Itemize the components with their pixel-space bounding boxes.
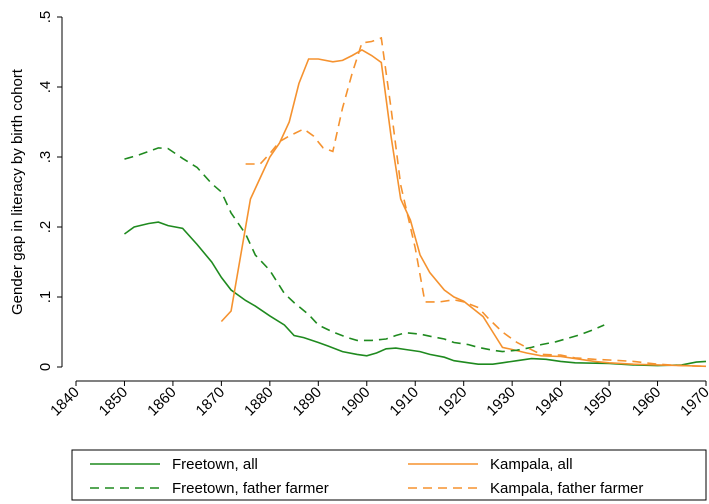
x-tick-label: 1850 — [96, 384, 132, 420]
series-line — [220, 48, 707, 368]
series-line — [245, 36, 707, 368]
y-tick-label: .3 — [37, 151, 54, 164]
x-tick-label: 1930 — [483, 384, 519, 420]
series-line — [123, 221, 707, 367]
x-tick-label: 1960 — [629, 384, 665, 420]
legend-label: Freetown, father farmer — [172, 480, 329, 497]
series-line — [124, 147, 605, 353]
legend-label: Freetown, all — [172, 456, 258, 473]
x-tick-label: 1860 — [144, 384, 180, 420]
x-tick-label: 1920 — [435, 384, 471, 420]
y-tick-label: 0 — [37, 363, 54, 371]
x-tick-label: 1890 — [290, 384, 326, 420]
x-tick-label: 1940 — [532, 384, 568, 420]
x-tick-label: 1870 — [193, 384, 229, 420]
x-tick-label: 1950 — [580, 384, 616, 420]
legend-box — [71, 449, 707, 501]
y-axis-title: Gender gap in literacy by birth cohort — [9, 68, 26, 315]
x-tick-label: 1880 — [241, 384, 277, 420]
x-tick-label: 1910 — [386, 384, 422, 420]
legend-label: Kampala, father farmer — [490, 480, 643, 497]
y-tick-label: .5 — [37, 11, 54, 24]
legend-label: Kampala, all — [490, 456, 573, 473]
y-tick-label: .4 — [37, 81, 54, 94]
x-tick-label: 1840 — [47, 384, 83, 420]
y-tick-label: .1 — [37, 291, 54, 304]
y-tick-label: .2 — [37, 221, 54, 234]
x-tick-label: 1900 — [338, 384, 374, 420]
x-tick-label: 1970 — [677, 384, 709, 420]
